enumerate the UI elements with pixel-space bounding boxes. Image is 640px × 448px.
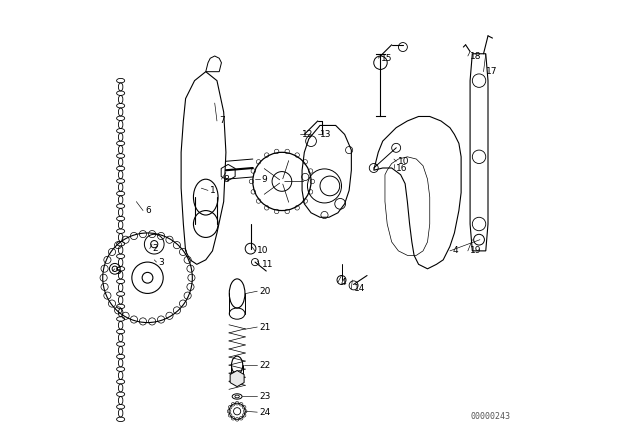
Text: 5: 5 [115,267,120,276]
Text: 16: 16 [396,164,408,172]
Text: 7: 7 [220,116,225,125]
Text: 23: 23 [260,392,271,401]
Text: 9: 9 [262,175,268,184]
Text: 12: 12 [302,130,314,139]
Text: 8: 8 [224,175,229,184]
Text: 18: 18 [470,52,481,60]
Text: 20: 20 [260,287,271,296]
Text: 13: 13 [320,130,332,139]
Text: 22: 22 [260,361,271,370]
Text: 17: 17 [486,67,497,76]
Text: 4: 4 [452,246,458,255]
Text: 24: 24 [260,408,271,417]
Text: 6: 6 [145,206,151,215]
Text: 10: 10 [257,246,269,255]
Text: 19: 19 [470,246,481,255]
Polygon shape [230,370,244,387]
Text: 14: 14 [353,284,365,293]
Text: 2: 2 [152,244,157,253]
Text: 11: 11 [262,260,273,269]
Text: 4: 4 [340,278,346,287]
Text: 15: 15 [380,54,392,63]
Text: 21: 21 [260,323,271,332]
Text: 1: 1 [210,186,216,195]
Text: 10: 10 [398,157,410,166]
Text: 3: 3 [159,258,164,267]
Text: 00000243: 00000243 [470,412,510,421]
